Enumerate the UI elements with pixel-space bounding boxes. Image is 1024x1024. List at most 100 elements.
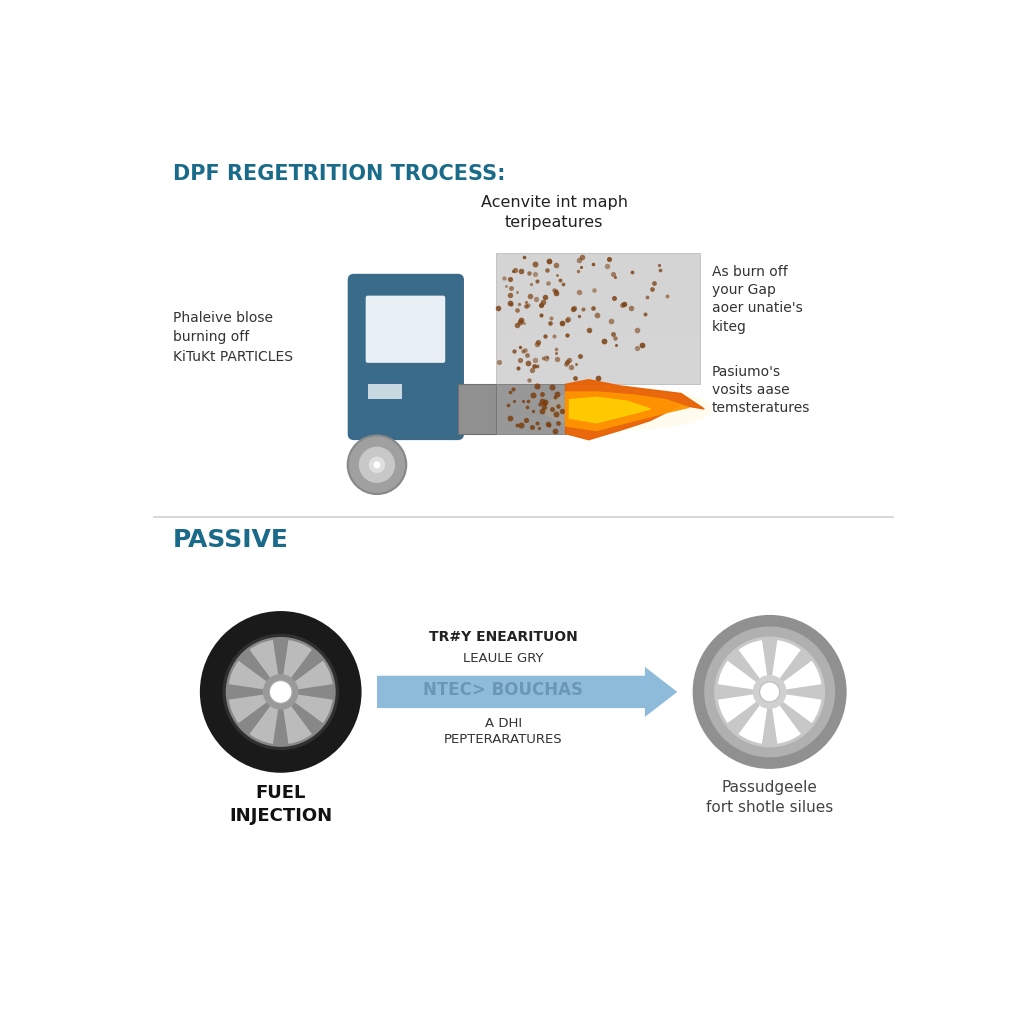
Wedge shape: [718, 660, 770, 692]
Point: [546, 328, 562, 344]
Bar: [497, 253, 700, 269]
Point: [547, 388, 563, 404]
Point: [614, 297, 631, 313]
Point: [496, 269, 512, 286]
Point: [571, 347, 588, 364]
Point: [606, 290, 623, 306]
Bar: [497, 269, 700, 286]
Point: [526, 255, 543, 271]
Point: [574, 300, 591, 316]
Wedge shape: [770, 692, 801, 743]
Point: [507, 261, 523, 278]
Point: [549, 351, 565, 368]
Point: [536, 294, 552, 310]
Point: [519, 393, 536, 410]
Point: [516, 342, 532, 358]
Point: [515, 314, 531, 331]
Point: [529, 334, 546, 350]
Wedge shape: [250, 640, 281, 692]
Point: [554, 403, 570, 420]
Circle shape: [692, 614, 847, 769]
Point: [528, 273, 545, 290]
Point: [538, 289, 554, 305]
Point: [629, 340, 645, 356]
Point: [623, 300, 639, 316]
Point: [572, 258, 589, 274]
Point: [528, 291, 545, 307]
Point: [541, 253, 557, 269]
Point: [567, 371, 584, 387]
Circle shape: [225, 637, 336, 746]
Point: [498, 278, 514, 294]
Point: [509, 284, 525, 300]
Point: [565, 301, 582, 317]
Point: [538, 394, 554, 411]
Point: [600, 251, 616, 267]
Circle shape: [263, 674, 299, 710]
Point: [512, 313, 528, 330]
Point: [585, 256, 601, 272]
Point: [509, 417, 525, 433]
Point: [503, 296, 519, 312]
Point: [527, 352, 544, 369]
Point: [502, 383, 518, 399]
Point: [555, 276, 571, 293]
Point: [561, 352, 578, 369]
Point: [539, 261, 555, 278]
Point: [607, 330, 624, 346]
Wedge shape: [281, 640, 312, 692]
Point: [557, 356, 573, 373]
Point: [624, 264, 640, 281]
Circle shape: [200, 611, 361, 773]
Point: [534, 386, 550, 402]
Point: [543, 309, 559, 326]
Point: [509, 302, 525, 318]
Point: [528, 378, 545, 394]
Polygon shape: [565, 392, 689, 430]
Wedge shape: [738, 640, 770, 692]
Circle shape: [358, 446, 395, 483]
Wedge shape: [228, 660, 281, 692]
Text: PASSIVE: PASSIVE: [173, 528, 289, 552]
Bar: [348, 388, 364, 434]
Point: [537, 328, 553, 344]
Text: Acenvite int maph
teripeatures: Acenvite int maph teripeatures: [480, 196, 628, 230]
Point: [515, 393, 531, 410]
Text: A DHI
PEPTERARATURES: A DHI PEPTERARATURES: [443, 717, 562, 745]
Polygon shape: [569, 397, 650, 423]
Point: [589, 307, 605, 324]
Point: [520, 372, 537, 388]
Bar: [497, 351, 700, 368]
Point: [523, 419, 540, 435]
Point: [605, 326, 622, 342]
Point: [509, 316, 525, 333]
Point: [581, 322, 597, 338]
Bar: [497, 302, 700, 318]
Bar: [497, 253, 700, 384]
Point: [534, 403, 550, 420]
Point: [511, 296, 527, 312]
Wedge shape: [718, 692, 770, 723]
Point: [525, 403, 542, 420]
FancyBboxPatch shape: [348, 273, 464, 440]
Point: [607, 269, 624, 286]
Point: [558, 354, 574, 371]
Point: [532, 297, 549, 313]
Point: [539, 349, 555, 366]
Wedge shape: [770, 660, 821, 692]
Point: [506, 392, 522, 409]
Point: [536, 350, 552, 367]
Point: [568, 355, 585, 372]
Point: [513, 262, 529, 279]
Point: [528, 357, 545, 374]
Point: [522, 288, 539, 304]
Point: [596, 333, 612, 349]
Point: [540, 275, 556, 292]
Point: [547, 423, 563, 439]
Circle shape: [222, 634, 339, 751]
Point: [659, 288, 676, 304]
Text: LEAULE GRY: LEAULE GRY: [463, 652, 544, 665]
Point: [605, 266, 622, 283]
Point: [548, 407, 564, 423]
Point: [505, 381, 521, 397]
